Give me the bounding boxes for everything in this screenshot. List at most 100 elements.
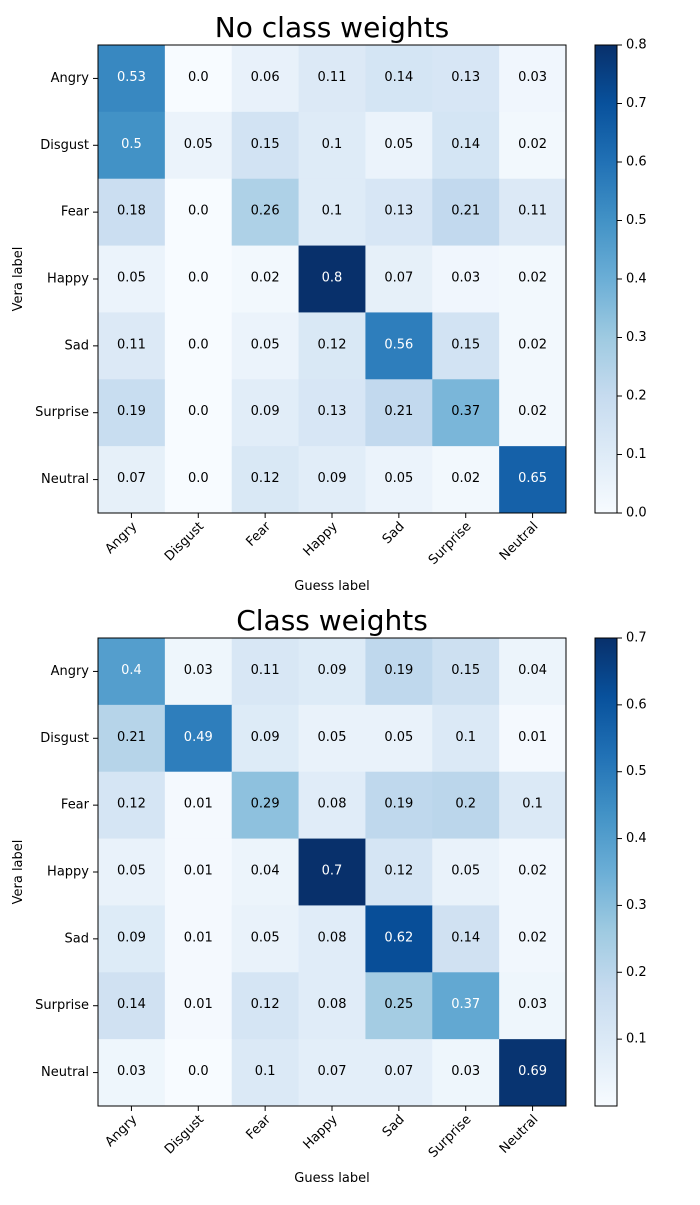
x-tick-label: Sad [380, 519, 408, 547]
heatmap-cell [98, 45, 166, 113]
cell-value-label: 0.15 [451, 663, 480, 678]
cell-value-label: 0.21 [117, 730, 146, 745]
heatmap-cell [499, 312, 567, 380]
cell-value-label: 0.11 [318, 70, 347, 85]
heatmap-cell [98, 1039, 166, 1107]
colorbar-tick-label: 0.3 [626, 898, 647, 913]
cell-value-label: 0.05 [384, 730, 413, 745]
cell-value-label: 0.0 [188, 271, 209, 286]
heatmap-cell [365, 638, 433, 706]
heatmap-cell [298, 178, 366, 247]
cell-value-label: 0.7 [322, 864, 343, 879]
cell-value-label: 0.53 [117, 70, 146, 85]
colorbar-tick-label: 0.3 [626, 330, 647, 345]
cell-value-label: 0.03 [451, 271, 480, 286]
heatmap-cell [365, 45, 433, 113]
cell-value-label: 0.29 [251, 797, 280, 812]
heatmap-cell [231, 838, 300, 906]
cell-value-label: 0.12 [117, 797, 146, 812]
cell-value-label: 0.0 [188, 1064, 209, 1079]
cell-value-label: 0.14 [384, 70, 413, 85]
cell-value-label: 0.12 [384, 864, 413, 879]
cell-value-label: 0.09 [117, 930, 146, 945]
cell-value-label: 0.04 [518, 663, 547, 678]
x-tick-label: Angry [102, 1112, 140, 1150]
heatmap-cell [298, 905, 366, 973]
cell-value-label: 0.12 [251, 997, 280, 1012]
heatmap-cell [365, 704, 433, 773]
colorbar-tick-label: 0.4 [626, 272, 647, 287]
heatmap-cell [164, 111, 233, 180]
cell-value-label: 0.0 [188, 204, 209, 219]
cell-value-label: 0.19 [117, 404, 146, 419]
cell-value-label: 0.11 [518, 204, 547, 219]
heatmap-cell [231, 379, 300, 447]
cell-value-label: 0.5 [121, 137, 142, 152]
heatmap-cell [365, 972, 433, 1040]
y-axis-label: Vera label [11, 840, 26, 905]
heatmap-cell [164, 638, 233, 706]
heatmap-cell [164, 1039, 233, 1107]
heatmap-cell [432, 312, 500, 380]
y-tick-label: Angry [51, 664, 90, 679]
heatmap-cell [98, 446, 166, 514]
heatmap-cell [164, 446, 233, 514]
cell-value-label: 0.05 [384, 137, 413, 152]
heatmap-cell [231, 178, 300, 247]
heatmap-cell [231, 1039, 300, 1107]
x-tick-label: Neutral [497, 1112, 542, 1157]
cell-value-label: 0.13 [384, 204, 413, 219]
cell-value-label: 0.0 [188, 404, 209, 419]
heatmap-cell [432, 838, 500, 906]
heatmap-cell [298, 312, 366, 380]
cell-value-label: 0.0 [188, 70, 209, 85]
heatmap-cell [98, 972, 166, 1040]
cell-value-label: 0.1 [522, 797, 543, 812]
heatmap-cell [432, 111, 500, 180]
cell-value-label: 0.2 [455, 797, 476, 812]
heatmap-cell [298, 446, 366, 514]
heatmap-cell [231, 312, 300, 380]
cell-value-label: 0.15 [451, 337, 480, 352]
x-tick-label: Neutral [497, 519, 542, 564]
cell-value-label: 0.62 [384, 930, 413, 945]
cell-value-label: 0.19 [384, 797, 413, 812]
heatmap-cell [432, 638, 500, 706]
y-tick-labels: Angry Disgust Fear Happy Sad Surprise Neutral [35, 664, 98, 1080]
heatmap-cell [432, 379, 500, 447]
cell-value-label: 0.07 [384, 271, 413, 286]
heatmap-cell [164, 178, 233, 247]
cell-value-label: 0.09 [251, 730, 280, 745]
x-tick-label: Fear [244, 519, 275, 550]
heatmap-cell [231, 446, 300, 514]
heatmap-cell [164, 704, 233, 773]
cell-value-label: 0.25 [384, 997, 413, 1012]
cell-value-label: 0.03 [184, 663, 213, 678]
heatmap-cell [499, 446, 567, 514]
heatmap-cell [164, 972, 233, 1040]
cell-value-label: 0.12 [251, 471, 280, 486]
cell-value-label: 0.11 [117, 337, 146, 352]
heatmap-cell [365, 178, 433, 247]
cell-value-label: 0.03 [518, 70, 547, 85]
heatmap-cell [365, 446, 433, 514]
cell-value-label: 0.0 [188, 471, 209, 486]
heatmap-cell [499, 972, 567, 1040]
heatmap-cell [365, 245, 433, 313]
cell-value-label: 0.02 [518, 930, 547, 945]
cell-value-label: 0.03 [117, 1064, 146, 1079]
heatmap-cell [365, 111, 433, 180]
cell-value-label: 0.03 [518, 997, 547, 1012]
colorbar-tick-label: 0.6 [626, 697, 647, 712]
heatmap-cell [365, 905, 433, 973]
heatmap-cell [365, 771, 433, 840]
heatmap-cell [499, 905, 567, 973]
x-tick-label: Happy [301, 519, 341, 559]
heatmap-cell [365, 838, 433, 906]
heatmap-cell [499, 838, 567, 906]
colorbar-tick-label: 0.7 [626, 631, 647, 646]
cell-value-label: 0.56 [384, 337, 413, 352]
heatmap-cell [298, 1039, 366, 1107]
colorbar: 0.1 0.2 0.3 0.4 0.5 0.6 0.7 [594, 631, 647, 1107]
